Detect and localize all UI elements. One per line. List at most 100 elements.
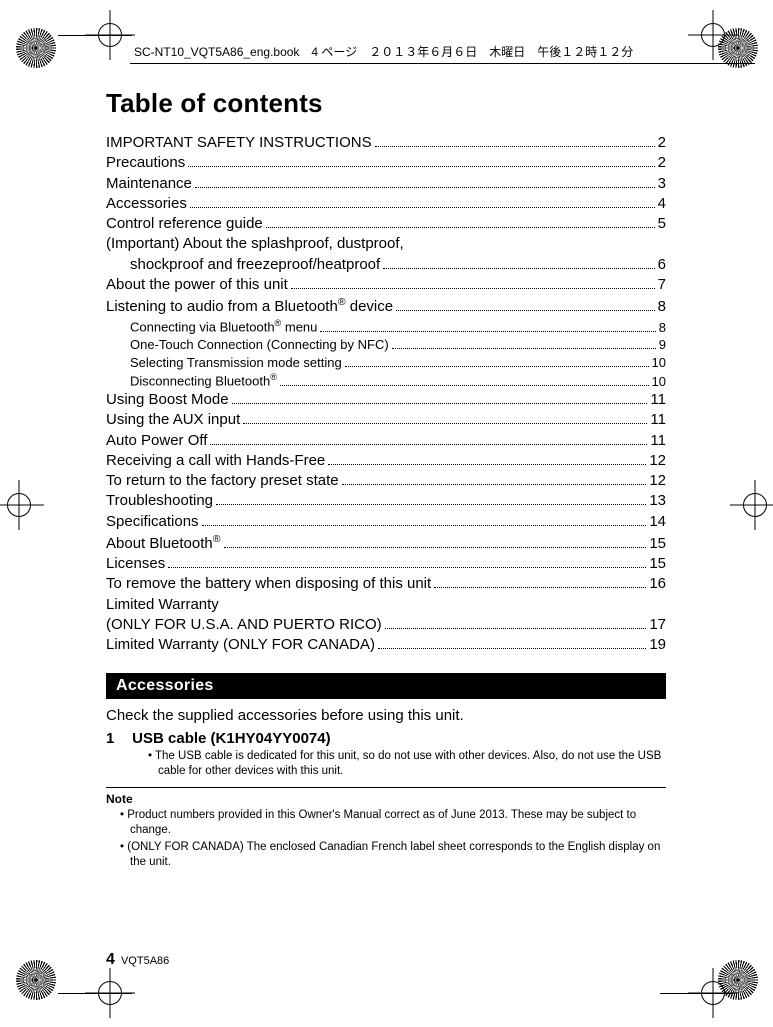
toc-row: (ONLY FOR U.S.A. AND PUERTO RICO) 17 (106, 615, 666, 635)
toc-page: 16 (649, 574, 666, 594)
toc-page: 9 (659, 336, 666, 354)
toc-page: 8 (659, 319, 666, 337)
toc-page: 11 (650, 390, 666, 410)
toc-page: 11 (650, 410, 666, 430)
toc-label: Connecting via Bluetooth® menu (130, 317, 317, 336)
toc-leader (188, 155, 654, 167)
toc-leader (243, 412, 647, 424)
toc-row: IMPORTANT SAFETY INSTRUCTIONS 2 (106, 133, 666, 153)
toc-row: Connecting via Bluetooth® menu 8 (106, 317, 666, 336)
list-item: Product numbers provided in this Owner's… (120, 808, 666, 838)
toc-label: About Bluetooth® (106, 532, 221, 554)
page-number: 4 (106, 951, 115, 968)
toc-page: 2 (658, 153, 666, 173)
toc-label: Precautions (106, 153, 185, 173)
regmark-tl (16, 28, 56, 68)
toc-label: Disconnecting Bluetooth® (130, 371, 277, 390)
toc-label: Troubleshooting (106, 491, 213, 511)
toc-leader (396, 299, 655, 311)
accessories-intro: Check the supplied accessories before us… (106, 707, 666, 724)
toc-row: Disconnecting Bluetooth® 10 (106, 371, 666, 390)
table-of-contents: IMPORTANT SAFETY INSTRUCTIONS 2Precautio… (106, 133, 666, 655)
toc-row: Using Boost Mode 11 (106, 390, 666, 410)
regmark-cross (730, 480, 773, 530)
toc-row: Limited Warranty (ONLY FOR CANADA) 19 (106, 635, 666, 655)
toc-leader (280, 375, 649, 385)
divider (106, 787, 666, 788)
regmark-cross (0, 480, 44, 530)
toc-row: Limited Warranty (106, 595, 666, 615)
toc-page: 2 (658, 133, 666, 153)
toc-leader (378, 637, 646, 649)
toc-label: Maintenance (106, 174, 192, 194)
crop-line (58, 993, 132, 994)
toc-page: 3 (658, 174, 666, 194)
toc-leader (342, 473, 647, 485)
section-heading-accessories: Accessories (106, 673, 666, 699)
toc-leader (168, 556, 646, 568)
toc-row: Maintenance 3 (106, 174, 666, 194)
toc-leader (210, 433, 647, 445)
toc-page: 19 (649, 635, 666, 655)
list-item: (ONLY FOR CANADA) The enclosed Canadian … (120, 840, 666, 870)
toc-leader (190, 196, 655, 208)
toc-label: Using Boost Mode (106, 390, 229, 410)
toc-page: 12 (649, 471, 666, 491)
toc-leader (385, 617, 647, 629)
toc-row: To remove the battery when disposing of … (106, 574, 666, 594)
toc-page: 8 (658, 297, 666, 317)
toc-row: About Bluetooth® 15 (106, 532, 666, 554)
toc-row: One-Touch Connection (Connecting by NFC)… (106, 336, 666, 354)
toc-label: Listening to audio from a Bluetooth® dev… (106, 295, 393, 317)
toc-page: 12 (649, 451, 666, 471)
toc-label: Specifications (106, 512, 199, 532)
toc-page: 15 (649, 554, 666, 574)
toc-label: About the power of this unit (106, 275, 288, 295)
item-title: USB cable (K1HY04YY0074) (132, 730, 330, 747)
crop-line (660, 993, 734, 994)
print-header-text: SC-NT10_VQT5A86_eng.book 4 ページ ２０１３年６月６日… (134, 45, 633, 59)
toc-row: Auto Power Off 11 (106, 431, 666, 451)
toc-leader (195, 176, 655, 188)
toc-leader (434, 576, 646, 588)
toc-page: 10 (652, 354, 666, 372)
toc-label: Control reference guide (106, 214, 263, 234)
toc-page: 17 (649, 615, 666, 635)
toc-page: 13 (649, 491, 666, 511)
toc-leader (345, 356, 649, 366)
toc-leader (291, 277, 655, 289)
toc-leader (320, 321, 655, 331)
toc-label: Licenses (106, 554, 165, 574)
toc-leader (383, 257, 654, 269)
toc-leader (328, 453, 646, 465)
toc-label: To return to the factory preset state (106, 471, 339, 491)
toc-label: (Important) About the splashproof, dustp… (106, 234, 404, 254)
toc-row: Control reference guide 5 (106, 214, 666, 234)
toc-row: Using the AUX input 11 (106, 410, 666, 430)
toc-page: 4 (658, 194, 666, 214)
toc-page: 15 (649, 534, 666, 554)
toc-leader (216, 493, 646, 505)
toc-row: About the power of this unit 7 (106, 275, 666, 295)
regmark-bl (16, 960, 56, 1000)
footer-code: VQT5A86 (121, 955, 169, 967)
toc-label: IMPORTANT SAFETY INSTRUCTIONS (106, 133, 372, 153)
crop-line (58, 35, 132, 36)
toc-page: 14 (649, 512, 666, 532)
toc-leader (224, 536, 647, 548)
toc-label: Limited Warranty (106, 595, 219, 615)
toc-page: 5 (658, 214, 666, 234)
list-item: The USB cable is dedicated for this unit… (148, 749, 666, 779)
toc-label: Using the AUX input (106, 410, 240, 430)
page-title: Table of contents (106, 88, 666, 119)
accessories-bullets: The USB cable is dedicated for this unit… (106, 749, 666, 779)
toc-label: One-Touch Connection (Connecting by NFC) (130, 336, 389, 354)
note-bullets: Product numbers provided in this Owner's… (106, 808, 666, 870)
toc-label: To remove the battery when disposing of … (106, 574, 431, 594)
page-footer: 4 VQT5A86 (106, 951, 169, 969)
toc-label: (ONLY FOR U.S.A. AND PUERTO RICO) (106, 615, 382, 635)
toc-leader (266, 216, 655, 228)
toc-row: Selecting Transmission mode setting 10 (106, 354, 666, 372)
toc-page: 11 (650, 431, 666, 451)
print-header: SC-NT10_VQT5A86_eng.book 4 ページ ２０１３年６月６日… (130, 43, 755, 64)
